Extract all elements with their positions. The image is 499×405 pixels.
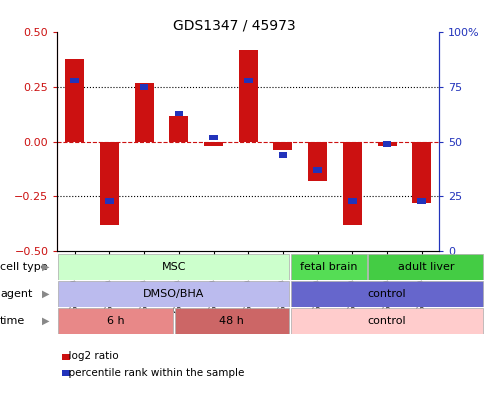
Bar <box>378 142 397 146</box>
Text: ▶: ▶ <box>42 315 50 326</box>
FancyBboxPatch shape <box>368 254 483 279</box>
Bar <box>343 142 362 225</box>
Bar <box>70 78 79 83</box>
Bar <box>140 84 149 90</box>
Bar <box>135 83 154 142</box>
Text: time: time <box>0 315 25 326</box>
Bar <box>348 198 357 204</box>
Text: control: control <box>368 315 406 326</box>
Bar <box>209 134 218 140</box>
Bar <box>418 198 426 204</box>
Bar <box>308 142 327 181</box>
Bar <box>204 142 223 146</box>
Bar <box>244 78 252 83</box>
Bar <box>412 142 431 203</box>
Text: control: control <box>368 289 406 298</box>
Text: percentile rank within the sample: percentile rank within the sample <box>62 368 245 377</box>
Text: MSC: MSC <box>162 262 186 272</box>
FancyBboxPatch shape <box>291 308 483 334</box>
FancyBboxPatch shape <box>58 308 173 334</box>
Bar <box>175 111 183 116</box>
Text: ▶: ▶ <box>42 262 50 272</box>
Bar <box>100 142 119 225</box>
Text: GDS1347 / 45973: GDS1347 / 45973 <box>173 18 296 32</box>
Text: log2 ratio: log2 ratio <box>62 352 119 361</box>
Text: fetal brain: fetal brain <box>300 262 358 272</box>
Text: adult liver: adult liver <box>398 262 454 272</box>
Text: 6 h: 6 h <box>107 315 124 326</box>
Bar <box>383 141 391 147</box>
Bar <box>169 115 189 142</box>
Bar <box>273 142 292 151</box>
FancyBboxPatch shape <box>58 281 289 307</box>
Bar <box>313 167 322 173</box>
Bar <box>278 152 287 158</box>
Text: cell type: cell type <box>0 262 47 272</box>
FancyBboxPatch shape <box>291 281 483 307</box>
Text: ▶: ▶ <box>42 289 50 298</box>
FancyBboxPatch shape <box>175 308 289 334</box>
Bar <box>239 50 258 142</box>
Bar <box>65 59 84 142</box>
FancyBboxPatch shape <box>291 254 367 279</box>
Text: DMSO/BHA: DMSO/BHA <box>143 289 205 298</box>
FancyBboxPatch shape <box>58 254 289 279</box>
Text: agent: agent <box>0 289 32 298</box>
Bar <box>105 198 114 204</box>
Text: 48 h: 48 h <box>220 315 245 326</box>
